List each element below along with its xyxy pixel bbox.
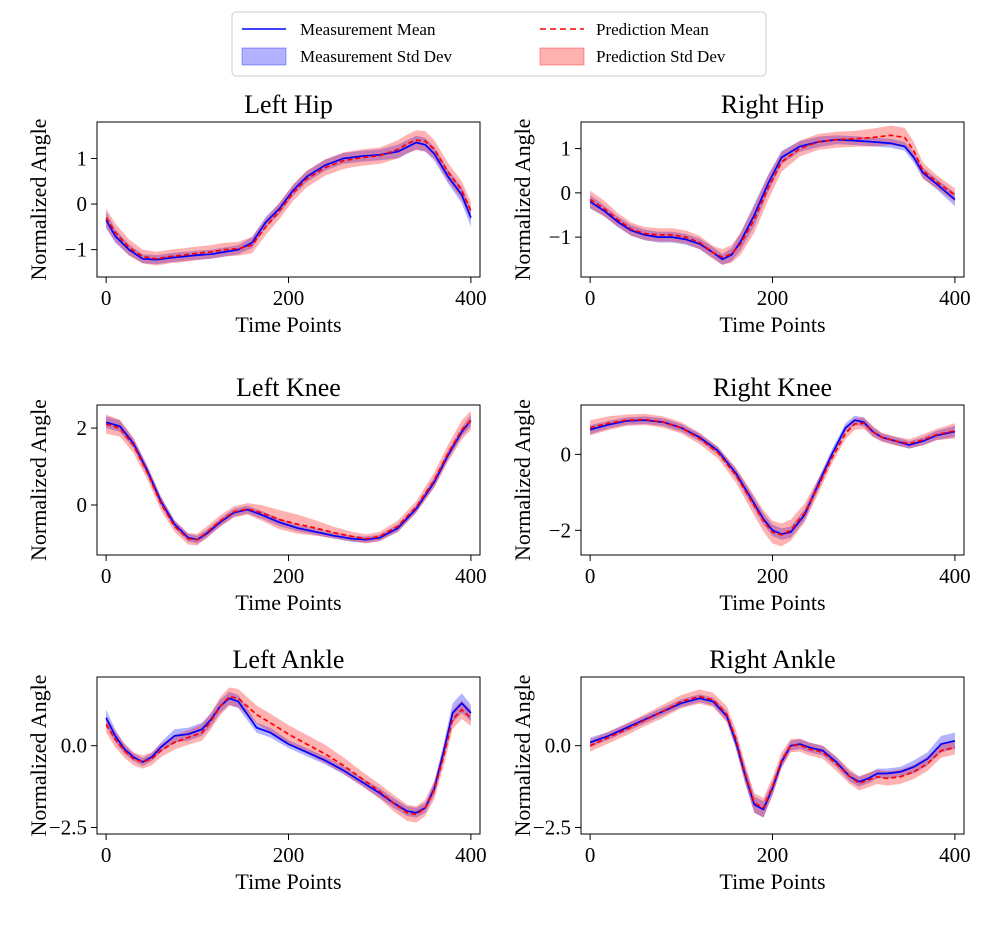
- xtick-label-left-ankle: 0: [101, 843, 112, 867]
- plot-area-left-ankle: [106, 688, 471, 823]
- axes-frame-left-knee: [97, 405, 480, 555]
- plot-area-right-hip: [590, 126, 955, 266]
- ytick-label-left-hip: −1: [65, 238, 87, 262]
- xlabel-left-knee: Time Points: [235, 590, 341, 615]
- ylabel-left-knee: Normalized Angle: [26, 399, 51, 561]
- xtick-label-right-knee: 400: [939, 564, 971, 588]
- legend-swatch-prediction-std: [540, 48, 584, 65]
- ytick-label-right-hip: 0: [561, 181, 572, 205]
- xtick-label-left-hip: 400: [455, 286, 487, 310]
- subplot-title-left-hip: Left Hip: [244, 90, 333, 119]
- ytick-label-right-knee: −2: [549, 518, 571, 542]
- band-prediction-right-hip: [590, 126, 955, 266]
- subplot-right-knee: 0 200 400 −2 0 Right Knee Time Points Normalize…: [510, 373, 971, 615]
- band-measurement-right-ankle: [590, 694, 955, 817]
- subplot-left-ankle: 0 200 400 −2.5 0.0 Left Ankle Time Points Norma…: [26, 645, 487, 894]
- xtick-label-right-ankle: 200: [757, 843, 789, 867]
- legend-label-prediction-std: Prediction Std Dev: [596, 47, 726, 66]
- legend-label-prediction-mean: Prediction Mean: [596, 20, 709, 39]
- ytick-label-left-hip: 0: [77, 192, 88, 216]
- plot-area-left-hip: [106, 130, 471, 265]
- ytick-label-right-knee: 0: [561, 442, 572, 466]
- xtick-label-left-knee: 400: [455, 564, 487, 588]
- xlabel-right-ankle: Time Points: [719, 869, 825, 894]
- xtick-label-left-hip: 200: [273, 286, 305, 310]
- xtick-label-right-knee: 0: [585, 564, 596, 588]
- xtick-label-right-ankle: 0: [585, 843, 596, 867]
- subplot-title-right-knee: Right Knee: [713, 373, 832, 402]
- ytick-label-right-ankle: −2.5: [533, 815, 571, 839]
- xtick-label-left-ankle: 400: [455, 843, 487, 867]
- xtick-label-right-hip: 0: [585, 286, 596, 310]
- ytick-label-right-hip: 1: [561, 137, 572, 161]
- subplot-right-hip: 0 200 400 −1 0 1 Right Hip Time Points Normalize…: [510, 90, 971, 337]
- plot-area-right-knee: [590, 414, 955, 547]
- axes-frame-right-ankle: [581, 677, 964, 834]
- ytick-label-right-ankle: 0.0: [545, 734, 571, 758]
- subplot-left-knee: 0 200 400 0 2 Left Knee Time Points Normalized …: [26, 373, 487, 615]
- line-prediction-mean-right-knee: [590, 419, 955, 535]
- xtick-label-right-ankle: 400: [939, 843, 971, 867]
- band-prediction-left-ankle: [106, 688, 471, 823]
- ylabel-right-ankle: Normalized Angle: [510, 675, 535, 837]
- line-prediction-mean-left-knee: [106, 420, 471, 539]
- subplot-title-left-knee: Left Knee: [236, 373, 341, 402]
- xlabel-right-knee: Time Points: [719, 590, 825, 615]
- line-measurement-mean-right-hip: [590, 140, 955, 260]
- ytick-label-left-hip: 1: [77, 146, 88, 170]
- line-measurement-mean-right-knee: [590, 420, 955, 534]
- xtick-label-left-knee: 0: [101, 564, 112, 588]
- subplot-title-right-ankle: Right Ankle: [709, 645, 835, 674]
- xlabel-left-hip: Time Points: [235, 312, 341, 337]
- subplot-title-right-hip: Right Hip: [721, 90, 824, 119]
- subplot-right-ankle: 0 200 400 −2.5 0.0 Right Ankle Time Points Norm…: [510, 645, 971, 894]
- xlabel-right-hip: Time Points: [719, 312, 825, 337]
- legend-label-measurement-std: Measurement Std Dev: [300, 47, 453, 66]
- ytick-label-left-knee: 2: [77, 416, 88, 440]
- xtick-label-right-hip: 200: [757, 286, 789, 310]
- figure: Measurement Mean Prediction Mean Measure…: [0, 0, 997, 934]
- legend-swatch-measurement-std: [242, 48, 286, 65]
- plot-area-left-knee: [106, 411, 471, 546]
- ylabel-left-ankle: Normalized Angle: [26, 675, 51, 837]
- legend: Measurement Mean Prediction Mean Measure…: [232, 12, 766, 76]
- xtick-label-right-hip: 400: [939, 286, 971, 310]
- legend-label-measurement-mean: Measurement Mean: [300, 20, 436, 39]
- xtick-label-left-hip: 0: [101, 286, 112, 310]
- band-measurement-right-hip: [590, 135, 955, 264]
- subplot-left-hip: 0 200 400 −1 0 1 Left Hip Time Points Normalized…: [26, 90, 487, 337]
- xtick-label-right-knee: 200: [757, 564, 789, 588]
- band-prediction-right-ankle: [590, 689, 955, 817]
- ytick-label-left-knee: 0: [77, 493, 88, 517]
- plot-area-right-ankle: [590, 689, 955, 817]
- subplot-title-left-ankle: Left Ankle: [233, 645, 345, 674]
- ytick-label-right-hip: −1: [549, 225, 571, 249]
- ytick-label-left-ankle: −2.5: [49, 815, 87, 839]
- ylabel-left-hip: Normalized Angle: [26, 119, 51, 281]
- xtick-label-left-knee: 200: [273, 564, 305, 588]
- band-prediction-right-knee: [590, 414, 955, 547]
- xtick-label-left-ankle: 200: [273, 843, 305, 867]
- xlabel-left-ankle: Time Points: [235, 869, 341, 894]
- ytick-label-left-ankle: 0.0: [61, 734, 87, 758]
- ylabel-right-hip: Normalized Angle: [510, 119, 535, 281]
- ylabel-right-knee: Normalized Angle: [510, 399, 535, 561]
